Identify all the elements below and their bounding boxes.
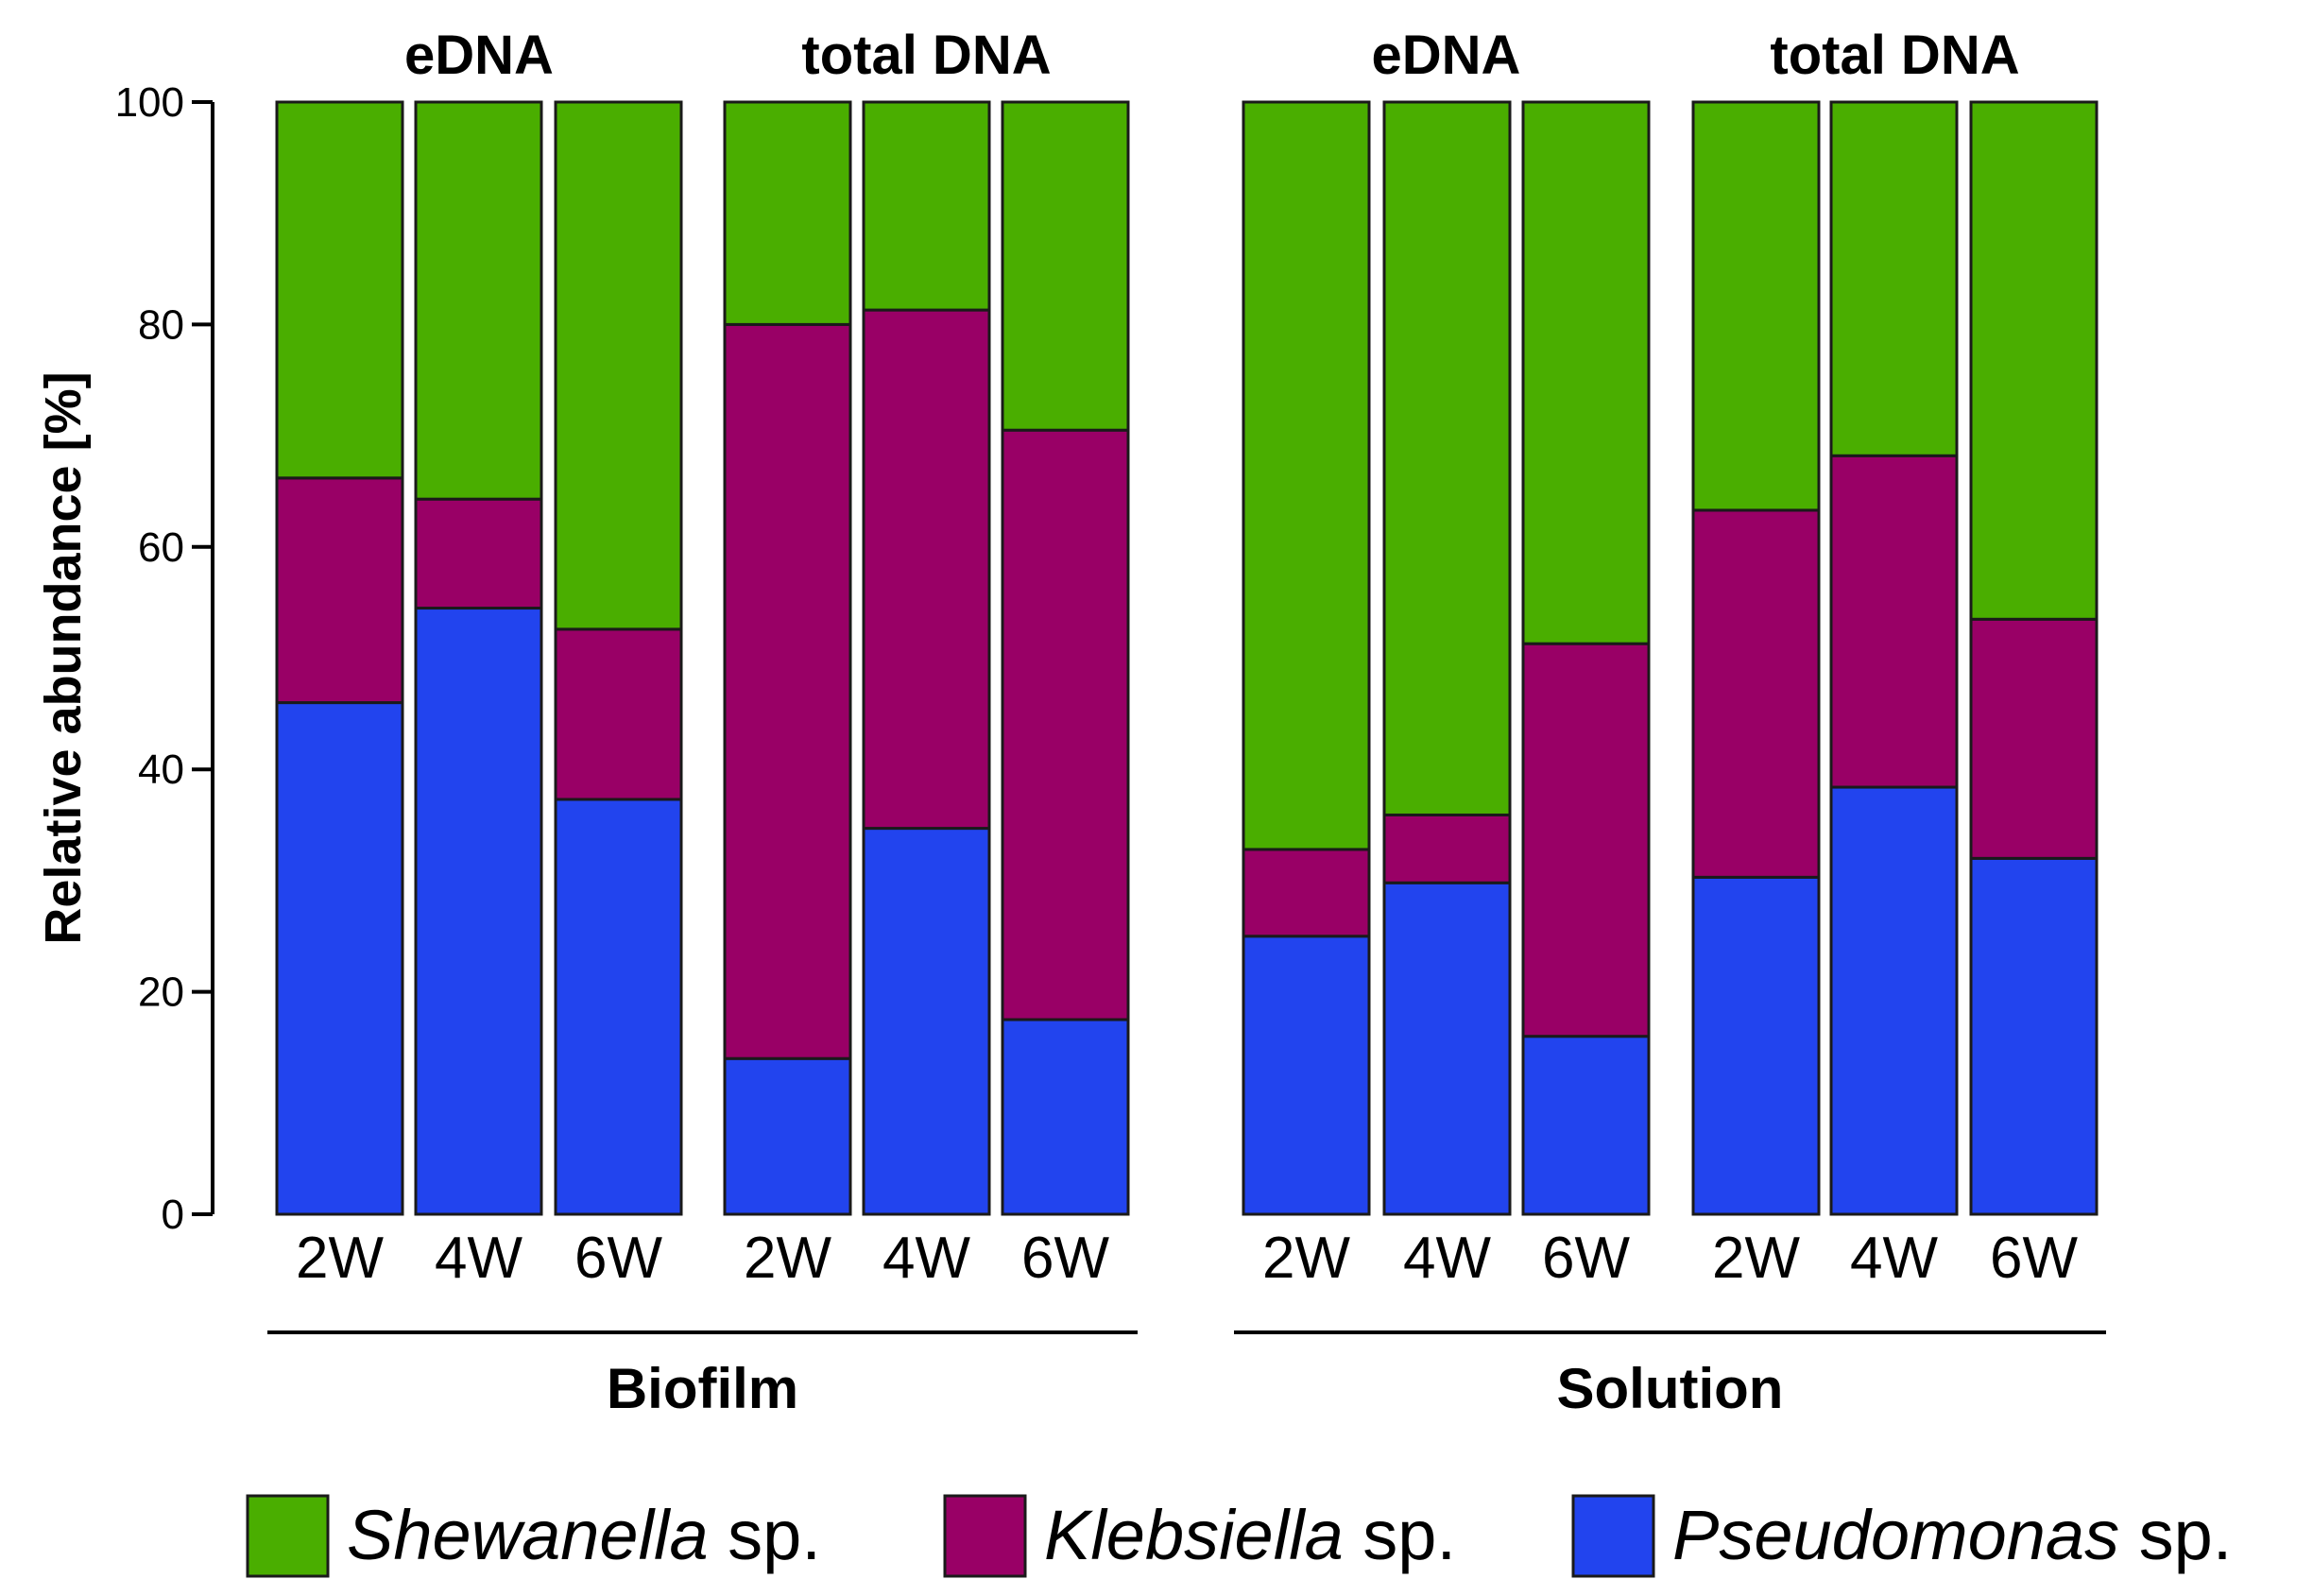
x-tick-label: 4W <box>1403 1226 1491 1291</box>
x-tick-label: 2W <box>296 1226 384 1291</box>
bar-segment-pseudomonas <box>275 701 404 1216</box>
bar-segment-shewanella <box>1969 100 2099 621</box>
bar-segment-shewanella <box>862 100 991 312</box>
bar-segment-shewanella <box>275 100 404 480</box>
bar-segment-pseudomonas <box>1969 856 2099 1216</box>
bar-segment-pseudomonas <box>1691 875 1821 1216</box>
group-label: total DNA <box>1770 25 2019 86</box>
x-tick-label: 6W <box>574 1226 662 1291</box>
x-tick-label: 4W <box>882 1226 970 1291</box>
bar-segment-klebsiella <box>1242 848 1371 938</box>
bar-segment-pseudomonas <box>414 607 543 1216</box>
x-tick-label: 4W <box>435 1226 523 1291</box>
section-label: Biofilm <box>607 1357 798 1420</box>
bar-segment-shewanella <box>1829 100 1959 457</box>
section-label: Solution <box>1557 1357 1784 1420</box>
bar-segment-shewanella <box>723 100 852 326</box>
x-tick-label: 6W <box>1021 1226 1109 1291</box>
bar-segment-klebsiella <box>1969 617 2099 860</box>
bar-segment-pseudomonas <box>1829 785 1959 1216</box>
legend-swatch-pseudomonas <box>1571 1494 1655 1578</box>
bar-segment-shewanella <box>1001 100 1130 432</box>
y-tick-label: 0 <box>162 1192 184 1238</box>
legend: Shewanella sp. Klebsiella sp. Pseudomonas … <box>246 1494 2232 1578</box>
x-tick-label: 2W <box>744 1226 831 1291</box>
bar-segment-shewanella <box>1382 100 1512 816</box>
x-tick-label: 6W <box>1990 1226 2078 1291</box>
bar-segment-pseudomonas <box>554 798 683 1216</box>
x-tick-label: 2W <box>1262 1226 1350 1291</box>
bar-segment-klebsiella <box>1001 428 1130 1021</box>
bar-segment-pseudomonas <box>1382 881 1512 1216</box>
y-tick-label: 80 <box>138 301 184 348</box>
legend-label-klebsiella: Klebsiella sp. <box>1044 1496 1456 1574</box>
bar-segment-pseudomonas <box>723 1056 852 1216</box>
legend-label-pseudomonas: Pseudomonas sp. <box>1672 1496 2232 1574</box>
bar-segment-klebsiella <box>275 476 404 705</box>
bar-segment-shewanella <box>1521 100 1651 645</box>
bar-segment-shewanella <box>1691 100 1821 512</box>
x-tick-label: 2W <box>1712 1226 1800 1291</box>
y-tick-label: 60 <box>138 524 184 571</box>
bar-segment-klebsiella <box>1691 508 1821 879</box>
x-tick-label: 6W <box>1542 1226 1630 1291</box>
bar-segment-pseudomonas <box>1001 1018 1130 1216</box>
bar-segment-pseudomonas <box>1521 1035 1651 1216</box>
bars <box>275 100 2099 1216</box>
x-tick-label: 4W <box>1850 1226 1938 1291</box>
bar-segment-shewanella <box>1242 100 1371 851</box>
group-label: eDNA <box>1372 25 1521 86</box>
bar-segment-klebsiella <box>1829 454 1959 789</box>
labels: 2W 4W 6W eDNA 2W 4W 6W total DNA Biofilm 2W 4W 6W eD… <box>267 25 2106 1420</box>
bar-segment-klebsiella <box>862 308 991 831</box>
bar-segment-klebsiella <box>1382 813 1512 884</box>
y-tick-label: 40 <box>138 747 184 793</box>
bar-segment-pseudomonas <box>1242 935 1371 1216</box>
bar-segment-klebsiella <box>1521 642 1651 1038</box>
bar-segment-klebsiella <box>723 322 852 1060</box>
y-tick-label: 100 <box>115 79 184 126</box>
legend-swatch-shewanella <box>246 1494 330 1578</box>
bar-segment-shewanella <box>554 100 683 631</box>
bar-segment-klebsiella <box>554 627 683 801</box>
legend-label-shewanella: Shewanella sp. <box>347 1496 821 1574</box>
y-tick-label: 20 <box>138 970 184 1016</box>
bar-segment-pseudomonas <box>862 827 991 1216</box>
y-axis: 0 20 40 60 80 100 Relative abundance [%] <box>35 79 214 1238</box>
group-label: total DNA <box>801 25 1051 86</box>
bar-segment-shewanella <box>414 100 543 501</box>
bar-segment-klebsiella <box>414 497 543 610</box>
legend-swatch-klebsiella <box>943 1494 1027 1578</box>
group-label: eDNA <box>404 25 554 86</box>
y-axis-title: Relative abundance [%] <box>35 371 92 944</box>
